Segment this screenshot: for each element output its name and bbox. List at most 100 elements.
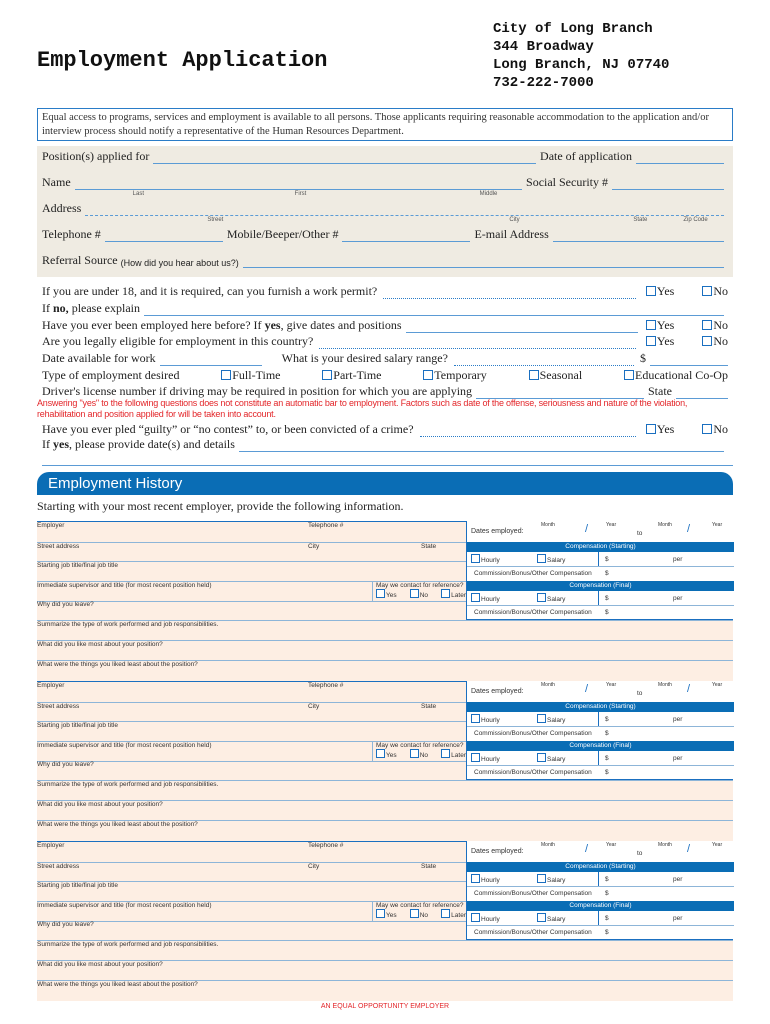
permit-yes[interactable]: Yes bbox=[645, 284, 674, 299]
commission-final-field[interactable]: $ bbox=[605, 769, 609, 776]
month-label: Month bbox=[541, 682, 555, 688]
name-field[interactable]: Last First Middle bbox=[74, 178, 523, 197]
contact-yes[interactable]: Yes bbox=[376, 589, 397, 599]
job-title-field[interactable]: Starting job title/final job title bbox=[37, 882, 118, 889]
employer-street-field[interactable]: Street address bbox=[37, 703, 80, 710]
employer-block: Employer Telephone # Street address City… bbox=[37, 681, 734, 841]
commission-start-field[interactable]: $ bbox=[605, 570, 609, 577]
like-least-field[interactable]: What were the things you liked least abo… bbox=[37, 661, 198, 668]
summary-field[interactable]: Summarize the type of work performed and… bbox=[37, 781, 219, 788]
crime-no[interactable]: No bbox=[702, 422, 728, 437]
employer-field[interactable]: Employer bbox=[37, 842, 65, 849]
employer-state-field[interactable]: State bbox=[421, 543, 437, 550]
referral-field[interactable] bbox=[242, 256, 724, 268]
contact-yes[interactable]: Yes bbox=[376, 909, 397, 919]
ssn-field[interactable] bbox=[612, 178, 724, 190]
employed-no[interactable]: No bbox=[702, 318, 728, 333]
employed-yes[interactable]: Yes bbox=[645, 318, 674, 333]
like-least-field[interactable]: What were the things you liked least abo… bbox=[37, 981, 198, 988]
employed-before-field[interactable] bbox=[405, 321, 638, 333]
type-part-time[interactable]: Part-Time bbox=[322, 368, 382, 383]
label-text: / bbox=[585, 683, 588, 695]
supervisor-field[interactable]: Immediate supervisor and title (for most… bbox=[37, 902, 212, 909]
employer-state-field[interactable]: State bbox=[421, 863, 437, 870]
start-salary[interactable]: Salary bbox=[537, 714, 565, 724]
crime-details-field[interactable] bbox=[238, 440, 724, 452]
start-hourly[interactable]: Hourly bbox=[471, 554, 500, 564]
type-seasonal[interactable]: Seasonal bbox=[528, 368, 582, 383]
dates-employed-field[interactable] bbox=[471, 521, 731, 542]
dates-employed-field[interactable] bbox=[471, 841, 731, 862]
employer-street-field[interactable]: Street address bbox=[37, 543, 80, 550]
start-hourly[interactable]: Hourly bbox=[471, 874, 500, 884]
employer-telephone-field[interactable]: Telephone # bbox=[308, 842, 344, 849]
supervisor-field[interactable]: Immediate supervisor and title (for most… bbox=[37, 742, 212, 749]
why-leave-field[interactable]: Why did you leave? bbox=[37, 761, 94, 768]
supervisor-field[interactable]: Immediate supervisor and title (for most… bbox=[37, 582, 212, 589]
mobile-field[interactable] bbox=[342, 230, 471, 242]
employer-field[interactable]: Employer bbox=[37, 682, 65, 689]
final-salary[interactable]: Salary bbox=[537, 913, 565, 923]
date-available-field[interactable] bbox=[159, 354, 262, 366]
contact-no[interactable]: No bbox=[409, 589, 428, 599]
salary-field[interactable] bbox=[650, 354, 728, 366]
employer-city-field[interactable]: City bbox=[308, 543, 320, 550]
contact-yes[interactable]: Yes bbox=[376, 749, 397, 759]
type-temporary[interactable]: Temporary bbox=[423, 368, 487, 383]
date-field[interactable] bbox=[636, 152, 724, 164]
commission-start-field[interactable]: $ bbox=[605, 730, 609, 737]
position-field[interactable] bbox=[153, 152, 537, 164]
eligible-no[interactable]: No bbox=[702, 334, 728, 349]
contact-later[interactable]: Later bbox=[441, 589, 466, 599]
license-label: Driver's license number if driving may b… bbox=[42, 384, 473, 398]
commission-final-field[interactable]: $ bbox=[605, 609, 609, 616]
contact-later[interactable]: Later bbox=[441, 749, 466, 759]
final-hourly[interactable]: Hourly bbox=[471, 593, 500, 603]
license-field[interactable] bbox=[476, 387, 644, 399]
like-most-field[interactable]: What did you like most about your positi… bbox=[37, 961, 163, 968]
explain-field[interactable] bbox=[144, 304, 724, 316]
summary-field[interactable]: Summarize the type of work performed and… bbox=[37, 941, 219, 948]
eligible-yes[interactable]: Yes bbox=[645, 334, 674, 349]
employer-city-field[interactable]: City bbox=[308, 703, 320, 710]
contact-no[interactable]: No bbox=[409, 749, 428, 759]
dollar-sign: $ bbox=[605, 716, 609, 723]
why-leave-field[interactable]: Why did you leave? bbox=[37, 601, 94, 608]
telephone-field[interactable] bbox=[104, 230, 223, 242]
type-full-time[interactable]: Full-Time bbox=[221, 368, 281, 383]
job-title-field[interactable]: Starting job title/final job title bbox=[37, 722, 118, 729]
contact-later[interactable]: Later bbox=[441, 909, 466, 919]
why-leave-field[interactable]: Why did you leave? bbox=[37, 921, 94, 928]
address-field[interactable]: Street City State Zip Code bbox=[85, 204, 724, 223]
employer-street-field[interactable]: Street address bbox=[37, 863, 80, 870]
checkbox-icon bbox=[471, 554, 480, 563]
permit-no[interactable]: No bbox=[702, 284, 728, 299]
email-field[interactable] bbox=[552, 230, 724, 242]
commission-start-field[interactable]: $ bbox=[605, 890, 609, 897]
year-label: Year bbox=[712, 522, 723, 528]
dates-employed-field[interactable] bbox=[471, 681, 731, 702]
start-hourly[interactable]: Hourly bbox=[471, 714, 500, 724]
start-salary[interactable]: Salary bbox=[537, 554, 565, 564]
final-hourly[interactable]: Hourly bbox=[471, 753, 500, 763]
employer-state-field[interactable]: State bbox=[421, 703, 437, 710]
employer-field[interactable]: Employer bbox=[37, 522, 65, 529]
like-most-field[interactable]: What did you like most about your positi… bbox=[37, 801, 163, 808]
employer-telephone-field[interactable]: Telephone # bbox=[308, 522, 344, 529]
final-hourly[interactable]: Hourly bbox=[471, 913, 500, 923]
contact-no[interactable]: No bbox=[409, 909, 428, 919]
dates-compensation-panel: Dates employed: Month / Year to Month / … bbox=[466, 841, 734, 940]
employer-telephone-field[interactable]: Telephone # bbox=[308, 682, 344, 689]
start-salary[interactable]: Salary bbox=[537, 874, 565, 884]
job-title-field[interactable]: Starting job title/final job title bbox=[37, 562, 118, 569]
final-salary[interactable]: Salary bbox=[537, 753, 565, 763]
final-salary[interactable]: Salary bbox=[537, 593, 565, 603]
license-state-field[interactable] bbox=[676, 387, 728, 399]
commission-final-field[interactable]: $ bbox=[605, 929, 609, 936]
like-least-field[interactable]: What were the things you liked least abo… bbox=[37, 821, 198, 828]
employer-city-field[interactable]: City bbox=[308, 863, 320, 870]
like-most-field[interactable]: What did you like most about your positi… bbox=[37, 641, 163, 648]
type-co-op[interactable]: Educational Co-Op bbox=[624, 368, 728, 383]
crime-yes[interactable]: Yes bbox=[645, 422, 674, 437]
summary-field[interactable]: Summarize the type of work performed and… bbox=[37, 621, 219, 628]
